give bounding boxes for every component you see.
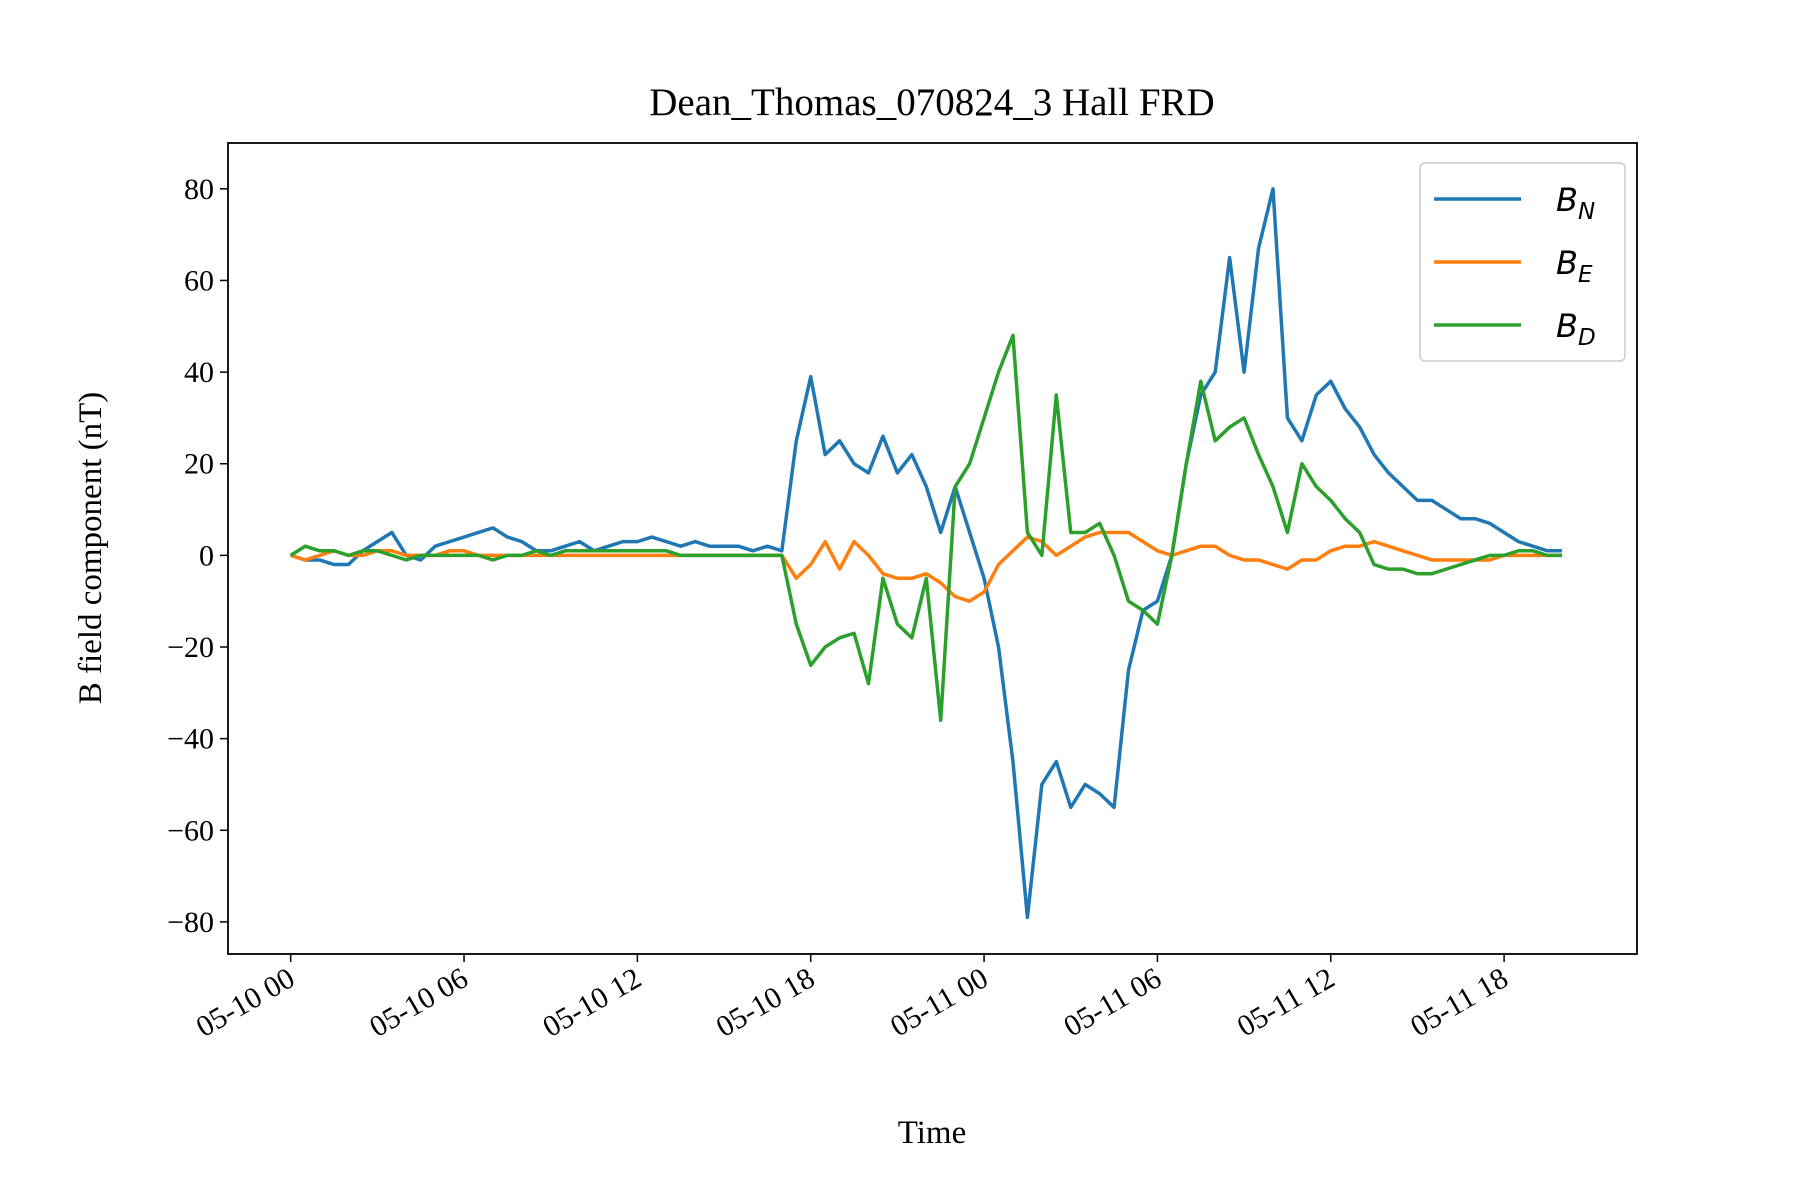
plot-frame [227,142,1638,955]
y-tick-label: 80 [184,173,214,206]
chart-title: Dean_Thomas_070824_3 Hall FRD [649,81,1214,124]
x-tick-label: 05-10 18 [711,961,821,1043]
y-tick-label: −80 [167,906,214,939]
y-tick-label: −20 [167,631,214,664]
x-tick-label: 05-10 12 [537,961,647,1043]
x-tick-label: 05-11 06 [1058,961,1167,1043]
y-tick-label: 20 [184,448,214,481]
y-tick-label: 40 [184,356,214,389]
x-tick-label: 05-11 12 [1232,961,1341,1043]
x-tick-label: 05-10 06 [364,961,474,1043]
x-axis-label: Time [898,1115,966,1151]
y-tick-label: −60 [167,814,214,847]
legend-label: BN [1556,181,1595,225]
y-tick-label: 0 [199,539,214,572]
series-line [290,187,1562,920]
y-axis-label: B field component (nT) [73,392,109,705]
series-line [289,333,1562,723]
x-tick-label: 05-11 00 [885,961,994,1043]
y-tick-label: 60 [184,264,214,297]
legend-label: BD [1556,307,1596,351]
y-tick-label: −40 [167,723,214,756]
x-tick-label: 05-10 00 [191,961,301,1043]
x-tick-label: 05-11 18 [1405,961,1514,1043]
legend-label: BE [1556,244,1593,288]
legend-box [1419,162,1626,362]
